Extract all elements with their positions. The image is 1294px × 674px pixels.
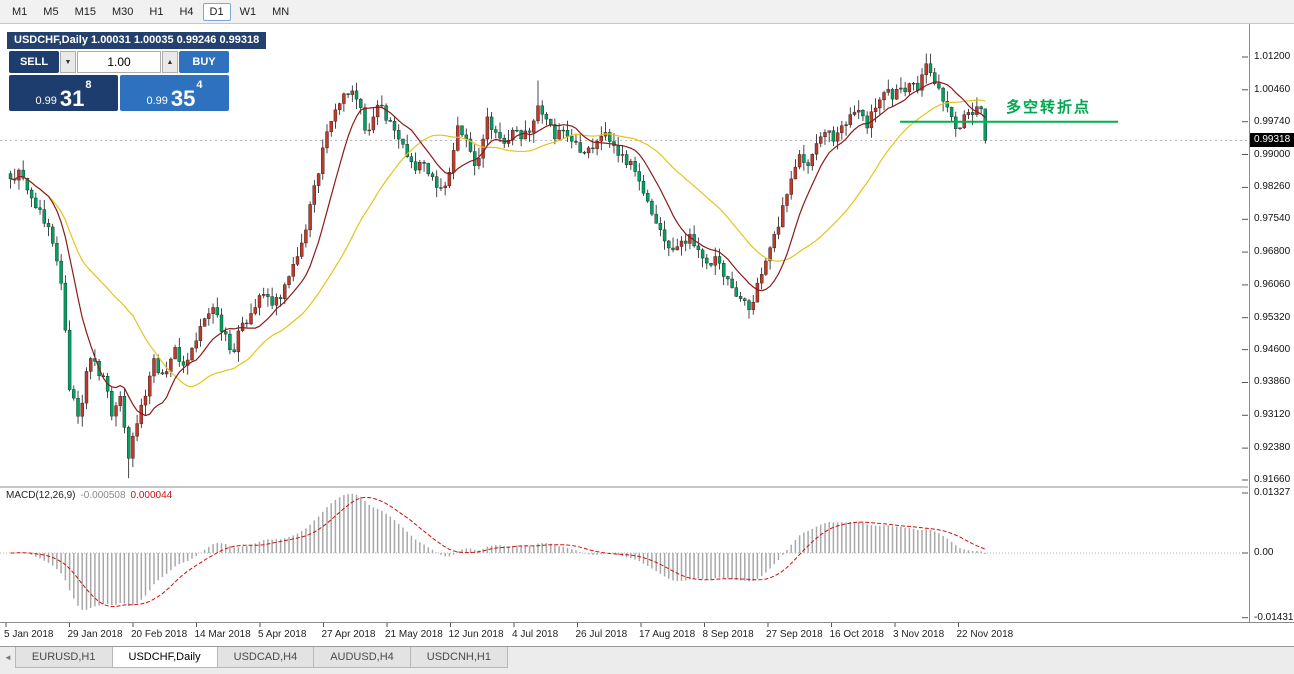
timeframe-button-m15[interactable]: M15	[74, 5, 96, 18]
price-tick-label: 0.96060	[1254, 278, 1291, 290]
timeframe-button-m30[interactable]: M30	[111, 5, 134, 18]
timeframe-button-h1[interactable]: H1	[149, 5, 164, 18]
date-tick-label: 17 Aug 2018	[639, 629, 696, 640]
sell-button[interactable]: SELL	[9, 51, 59, 73]
price-tick-label: 1.01200	[1254, 51, 1291, 62]
timeframe-button-m5[interactable]: M5	[43, 5, 59, 18]
timeframe-button-w1[interactable]: W1	[239, 5, 257, 18]
buy-price-prefix: 0.99	[146, 95, 168, 107]
volume-dropdown-icon[interactable]: ▼	[60, 51, 76, 73]
timeframe-toolbar: M1 M5 M15 M30 H1 H4 D1 W1 MN	[0, 0, 1294, 24]
date-tick-label: 3 Nov 2018	[893, 629, 945, 640]
price-tick-label: 0.96800	[1254, 246, 1291, 258]
timeframe-button-m1[interactable]: M1	[12, 5, 28, 18]
date-tick-label: 29 Jan 2018	[67, 629, 123, 640]
time-axis[interactable]: 5 Jan 2018 29 Jan 2018 20 Feb 2018 14 Mar 2…	[0, 622, 1294, 646]
chart-tab-bar: ◄ EURUSD,H1 USDCHF,Daily USDCAD,H4 AUDUSD,H…	[0, 646, 1294, 674]
chart-title: USDCHF,Daily 1.00031 1.00035 0.99246 0.9…	[14, 34, 260, 46]
date-tick-label: 27 Apr 2018	[321, 629, 376, 640]
buy-price-pips: 35	[170, 86, 196, 111]
timeframe-button-mn[interactable]: MN	[272, 5, 290, 18]
date-tick-label: 14 Mar 2018	[194, 629, 251, 640]
price-tick-label: 0.99000	[1254, 148, 1291, 160]
price-tick-label: 0.95320	[1254, 311, 1291, 323]
current-price-tag: 0.99318	[1250, 133, 1294, 148]
price-tick-label: 0.92380	[1254, 442, 1291, 454]
price-tick-label: 0.93860	[1254, 376, 1291, 388]
timeframe-button-d1[interactable]: D1	[202, 2, 231, 21]
tab-scroll-left-icon[interactable]: ◄	[4, 653, 12, 662]
price-chart[interactable]	[0, 24, 1248, 646]
macd-tick-label: -0.01431	[1254, 611, 1294, 623]
macd-indicator-label: MACD(12,26,9) -0.000508 0.000044	[6, 490, 172, 501]
macd-main-value: -0.000508	[80, 490, 126, 501]
trendline-annotation-label: 多空转折点	[1006, 99, 1092, 116]
sell-price-panel[interactable]: 0.99 31 8	[9, 75, 118, 111]
date-tick-label: 22 Nov 2018	[956, 629, 1014, 640]
date-tick-label: 8 Sep 2018	[702, 629, 754, 640]
buy-price-panel[interactable]: 0.99 35 4	[120, 75, 229, 111]
buy-price-point: 4	[196, 79, 203, 91]
one-click-trading-panel: SELL ▼ 1.00 ▲ BUY 0.99 31 8 0.99 35 4	[9, 51, 229, 111]
chart-tab-usdchf-daily[interactable]: USDCHF,Daily	[111, 647, 218, 668]
chart-tab-usdcad-h4[interactable]: USDCAD,H4	[216, 647, 315, 668]
chart-tab-usdcnh-h1[interactable]: USDCNH,H1	[409, 647, 508, 668]
sell-price-prefix: 0.99	[35, 95, 57, 107]
chart-tab-audusd-h4[interactable]: AUDUSD,H4	[313, 647, 411, 668]
volume-input[interactable]: 1.00	[77, 51, 161, 73]
price-axis[interactable]: 0.99318 1.01200 1.00460 0.99740 0.99000 0.98…	[1249, 24, 1294, 623]
macd-tick-label: 0.00	[1254, 547, 1274, 558]
price-tick-label: 0.91660	[1254, 474, 1291, 485]
date-tick-label: 5 Apr 2018	[258, 629, 307, 640]
timeframe-button-h4[interactable]: H4	[179, 5, 194, 18]
macd-tick-label: 0.01327	[1254, 487, 1291, 498]
date-tick-label: 26 Jul 2018	[575, 629, 628, 640]
date-tick-label: 21 May 2018	[385, 629, 443, 640]
date-tick-label: 4 Jul 2018	[512, 629, 559, 640]
price-tick-label: 0.93120	[1254, 409, 1291, 421]
date-tick-label: 16 Oct 2018	[829, 629, 884, 640]
date-tick-label: 20 Feb 2018	[131, 629, 188, 640]
sell-price-pips: 31	[59, 86, 85, 111]
macd-signal-value: 0.000044	[130, 490, 173, 501]
price-tick-label: 0.97540	[1254, 213, 1291, 225]
macd-name: MACD(12,26,9)	[6, 490, 76, 501]
chart-tab-eurusd-h1[interactable]: EURUSD,H1	[14, 647, 113, 668]
date-tick-label: 5 Jan 2018	[4, 629, 54, 640]
price-tick-label: 1.00460	[1254, 83, 1291, 95]
price-tick-label: 0.99740	[1254, 115, 1291, 127]
volume-up-icon[interactable]: ▲	[162, 51, 178, 73]
price-tick-label: 0.98260	[1254, 181, 1291, 193]
sell-price-point: 8	[85, 79, 92, 91]
buy-button[interactable]: BUY	[179, 51, 229, 73]
date-tick-label: 27 Sep 2018	[766, 629, 823, 640]
chart-title-bar: USDCHF,Daily 1.00031 1.00035 0.99246 0.9…	[7, 32, 267, 49]
chart-window: USDCHF,Daily 1.00031 1.00035 0.99246 0.9…	[0, 24, 1294, 646]
date-tick-label: 12 Jun 2018	[448, 629, 504, 640]
price-tick-label: 0.94600	[1254, 343, 1291, 355]
